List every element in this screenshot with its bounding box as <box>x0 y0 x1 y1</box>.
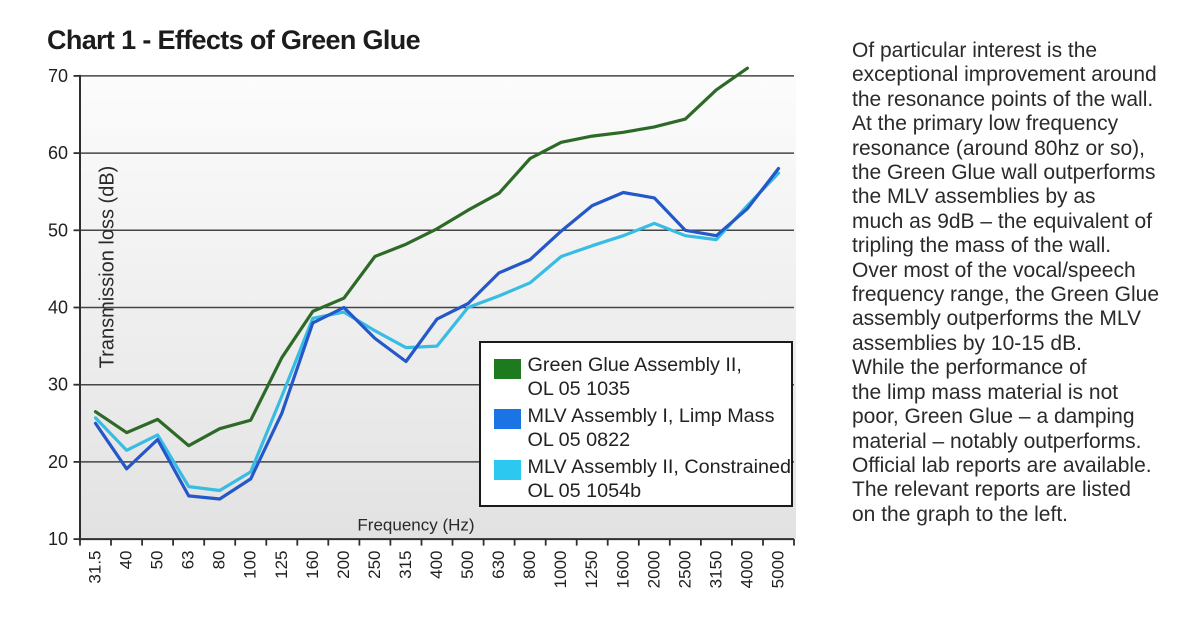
svg-text:63: 63 <box>179 551 198 570</box>
svg-text:40: 40 <box>48 298 68 318</box>
svg-text:125: 125 <box>272 551 291 579</box>
svg-text:Frequency (Hz): Frequency (Hz) <box>357 516 474 535</box>
svg-text:31.5: 31.5 <box>86 551 105 584</box>
svg-text:100: 100 <box>241 551 260 579</box>
svg-text:250: 250 <box>365 551 384 579</box>
svg-text:50: 50 <box>148 551 167 570</box>
svg-text:800: 800 <box>520 551 539 579</box>
svg-text:20: 20 <box>48 452 68 472</box>
svg-text:50: 50 <box>48 220 68 240</box>
svg-text:3150: 3150 <box>706 551 725 589</box>
svg-text:630: 630 <box>489 551 508 579</box>
svg-text:1600: 1600 <box>613 551 632 589</box>
svg-text:10: 10 <box>48 529 68 549</box>
svg-text:400: 400 <box>427 551 446 579</box>
svg-text:160: 160 <box>303 551 322 579</box>
svg-text:5000: 5000 <box>769 551 788 589</box>
svg-text:2500: 2500 <box>675 551 694 589</box>
svg-text:Transmission loss (dB): Transmission loss (dB) <box>97 166 119 369</box>
svg-text:500: 500 <box>458 551 477 579</box>
svg-text:80: 80 <box>210 551 229 570</box>
svg-text:60: 60 <box>48 143 68 163</box>
svg-text:200: 200 <box>334 551 353 579</box>
svg-text:315: 315 <box>396 551 415 579</box>
svg-text:30: 30 <box>48 375 68 395</box>
svg-text:2000: 2000 <box>644 551 663 589</box>
svg-text:1000: 1000 <box>551 551 570 589</box>
svg-text:4000: 4000 <box>737 551 756 589</box>
svg-text:1250: 1250 <box>582 551 601 589</box>
svg-text:40: 40 <box>117 551 136 570</box>
svg-text:70: 70 <box>48 66 68 86</box>
